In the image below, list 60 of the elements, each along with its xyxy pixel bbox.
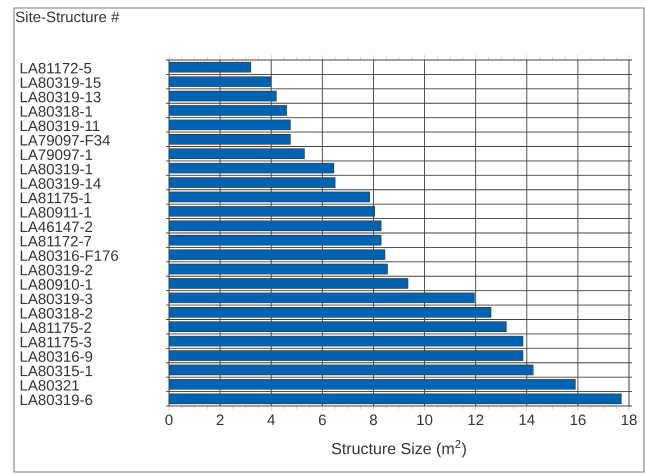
y-tick-label: LA46147-2 — [20, 221, 92, 232]
y-tick-label: LA80316-9 — [20, 351, 92, 362]
y-tick-label: LA80319-6 — [20, 394, 92, 406]
y-tick-label: LA80318-1 — [20, 106, 92, 117]
x-tick-label: 2 — [216, 414, 224, 426]
bar — [169, 90, 277, 102]
y-tick-label: LA80319-13 — [20, 92, 101, 102]
bar — [169, 62, 252, 73]
bar — [169, 321, 507, 332]
bar — [169, 350, 524, 361]
y-tick-label: LA80319-1 — [20, 164, 92, 174]
bar — [169, 105, 287, 116]
bar — [169, 192, 370, 202]
bar — [169, 306, 492, 318]
bar — [169, 292, 475, 304]
bar — [169, 134, 291, 145]
y-tick-label: LA79097-F34 — [20, 134, 110, 146]
y-tick-label: LA80319-2 — [20, 264, 92, 276]
y-tick-label: LA81175-2 — [20, 322, 92, 334]
x-tick-label: 18 — [622, 414, 637, 426]
y-tick-label: LA80318-2 — [20, 308, 92, 319]
y-tick-label: LA81172-5 — [20, 62, 92, 74]
y-tick-label: LA80910-1 — [20, 279, 92, 290]
y-tick-label: LA80316-F176 — [20, 250, 118, 261]
bar — [169, 162, 334, 174]
x-tick-label: 14 — [520, 414, 535, 425]
bar — [169, 206, 376, 217]
x-tick-label: 4 — [267, 414, 275, 425]
bar — [169, 120, 291, 130]
bar — [169, 278, 408, 289]
bar — [169, 220, 382, 232]
y-tick-label: LA80321 — [20, 380, 79, 391]
bar — [169, 364, 534, 376]
y-axis-title: Site-Structure # — [16, 11, 120, 22]
y-tick-label: LA80319-14 — [20, 178, 101, 189]
x-tick-label: 8 — [370, 414, 377, 426]
x-tick-label: 12 — [468, 414, 484, 426]
y-tick-label: LA81172-7 — [20, 236, 92, 247]
y-tick-label: LA81175-3 — [20, 336, 92, 348]
bar — [169, 393, 622, 404]
bar — [169, 76, 272, 87]
bar — [169, 249, 386, 260]
x-tick-label: 6 — [318, 414, 326, 426]
y-tick-label: LA80315-1 — [20, 366, 92, 376]
bar — [169, 264, 388, 274]
bar — [169, 148, 305, 160]
x-tick-label: 0 — [165, 414, 173, 426]
y-tick-label: LA80911-1 — [20, 207, 92, 218]
y-tick-label: LA79097-1 — [20, 149, 92, 160]
y-tick-label: LA80319-11 — [20, 120, 100, 132]
bar — [169, 177, 336, 188]
x-tick-label: 16 — [570, 414, 586, 426]
y-tick-label: LA80319-15 — [20, 77, 101, 88]
y-tick-label: LA81175-1 — [20, 192, 92, 204]
y-tick-label: LA80319-3 — [20, 294, 92, 304]
bar — [169, 234, 382, 246]
x-axis-title: Structure Size (m$^{2}$) — [332, 440, 466, 458]
bar — [169, 379, 576, 390]
x-tick-label: 10 — [417, 414, 432, 426]
bar — [169, 336, 524, 346]
